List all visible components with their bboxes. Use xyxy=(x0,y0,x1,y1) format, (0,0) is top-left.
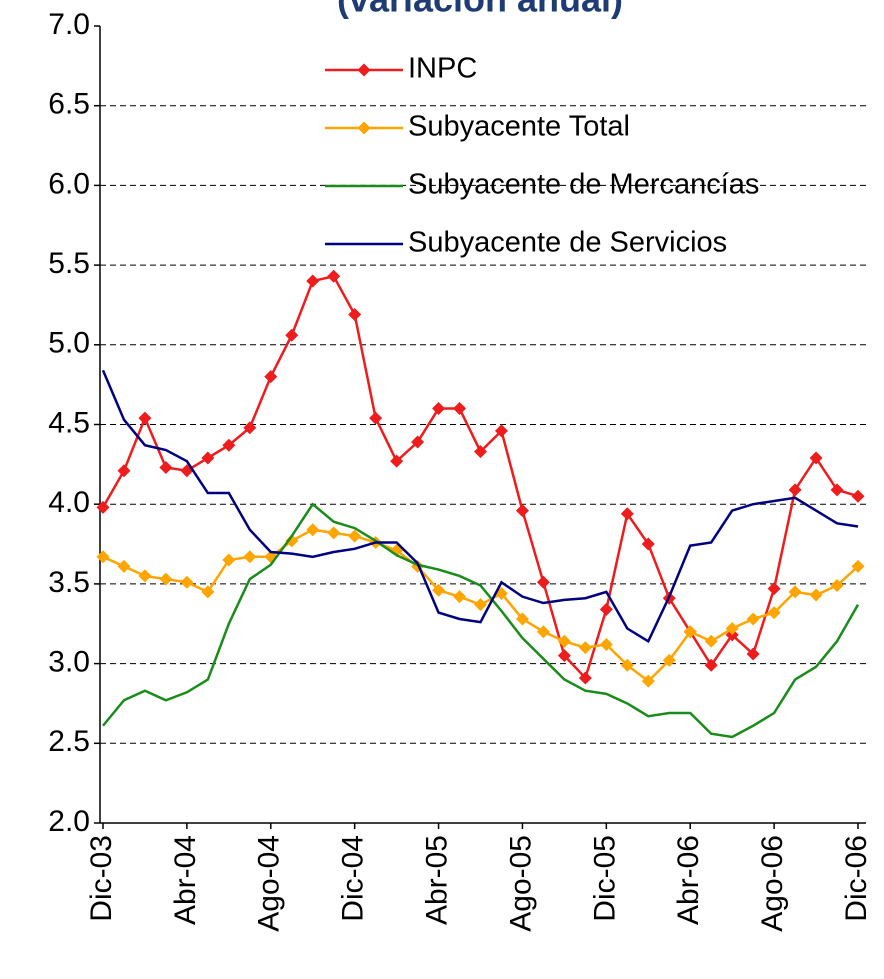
marker xyxy=(704,634,718,648)
x-tick-label: Ago-06 xyxy=(756,835,789,932)
y-tick-label: 5.5 xyxy=(48,247,90,280)
marker xyxy=(809,451,823,465)
marker xyxy=(662,653,676,667)
y-tick-label: 6.5 xyxy=(48,88,90,121)
marker xyxy=(306,274,320,288)
marker xyxy=(515,504,529,518)
marker xyxy=(851,559,865,573)
marker xyxy=(306,523,320,537)
series-line xyxy=(101,274,859,681)
marker xyxy=(494,424,508,438)
marker xyxy=(809,588,823,602)
marker xyxy=(432,402,446,416)
marker xyxy=(578,641,592,655)
marker xyxy=(851,489,865,503)
series-line xyxy=(102,502,860,739)
marker xyxy=(348,308,362,322)
marker xyxy=(117,464,131,478)
marker xyxy=(285,534,299,548)
y-tick-label: 3.0 xyxy=(48,646,90,679)
x-tick-label: Abr-04 xyxy=(169,835,202,925)
x-tick-label: Dic-03 xyxy=(85,835,118,922)
marker xyxy=(746,647,760,661)
y-tick-label: 3.5 xyxy=(48,566,90,599)
marker xyxy=(641,537,655,551)
x-tick-label: Ago-05 xyxy=(504,835,537,932)
marker xyxy=(683,625,697,639)
x-tick-label: Abr-06 xyxy=(672,835,705,925)
x-tick-label: Dic-04 xyxy=(337,835,370,922)
y-tick-label: 6.0 xyxy=(48,167,90,200)
marker xyxy=(599,602,613,616)
legend-label: Subyacente Total xyxy=(408,111,630,143)
marker xyxy=(369,411,383,425)
marker xyxy=(201,451,215,465)
series-line xyxy=(101,369,859,644)
marker xyxy=(243,550,257,564)
marker xyxy=(557,634,571,648)
marker xyxy=(411,435,425,449)
marker xyxy=(222,553,236,567)
marker xyxy=(453,402,467,416)
marker xyxy=(620,507,634,521)
marker xyxy=(767,606,781,620)
y-tick-label: 7.0 xyxy=(48,8,90,41)
x-tick-label: Abr-05 xyxy=(420,835,453,925)
legend-label: Subyacente de Servicios xyxy=(408,227,727,259)
marker xyxy=(159,572,173,586)
marker xyxy=(830,483,844,497)
marker xyxy=(327,269,341,283)
marker xyxy=(96,550,110,564)
legend-marker xyxy=(357,63,371,77)
legend-label: Subyacente de Mercancías xyxy=(408,169,759,201)
marker xyxy=(599,637,613,651)
marker xyxy=(515,612,529,626)
marker xyxy=(390,454,404,468)
marker xyxy=(96,500,110,514)
marker xyxy=(788,585,802,599)
marker xyxy=(746,612,760,626)
marker xyxy=(725,622,739,636)
marker xyxy=(432,583,446,597)
legend-marker xyxy=(357,121,371,135)
marker xyxy=(348,529,362,543)
marker xyxy=(578,671,592,685)
marker xyxy=(536,625,550,639)
marker xyxy=(767,582,781,596)
marker xyxy=(243,421,257,435)
y-tick-label: 4.0 xyxy=(48,486,90,519)
chart-title: (variación anual) xyxy=(337,0,623,20)
y-tick-label: 2.0 xyxy=(48,805,90,838)
marker xyxy=(117,559,131,573)
x-tick-label: Dic-05 xyxy=(588,835,621,922)
legend-label: INPC xyxy=(408,53,477,85)
y-tick-label: 2.5 xyxy=(48,725,90,758)
marker xyxy=(830,578,844,592)
marker xyxy=(474,598,487,612)
marker xyxy=(536,575,550,589)
x-tick-label: Dic-06 xyxy=(840,835,873,922)
marker xyxy=(138,411,152,425)
marker xyxy=(557,649,571,663)
marker xyxy=(704,658,718,672)
marker xyxy=(159,461,173,475)
marker xyxy=(264,370,278,384)
marker xyxy=(474,445,487,459)
x-tick-label: Ago-04 xyxy=(253,835,286,932)
y-tick-label: 5.0 xyxy=(48,327,90,360)
marker xyxy=(620,658,634,672)
marker xyxy=(138,569,152,583)
marker xyxy=(327,526,341,540)
marker xyxy=(453,590,467,604)
marker xyxy=(285,328,299,342)
marker xyxy=(180,575,194,589)
y-tick-label: 4.5 xyxy=(48,406,90,439)
marker xyxy=(788,483,802,497)
marker xyxy=(222,438,236,452)
marker xyxy=(201,585,215,599)
marker xyxy=(641,674,655,688)
